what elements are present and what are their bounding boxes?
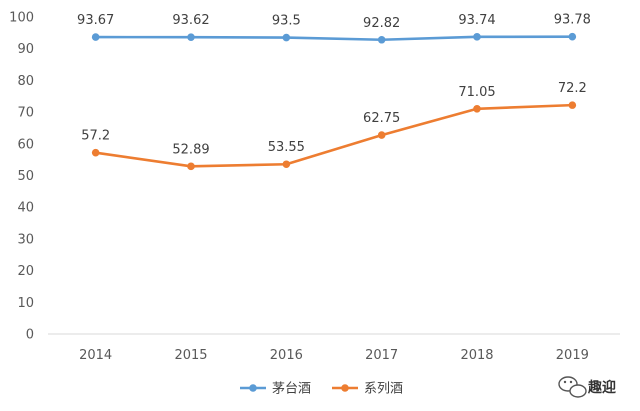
series-2: 57.2 52.89 53.55 62.75 71.05 72.2 bbox=[81, 81, 587, 171]
data-point bbox=[473, 104, 481, 113]
x-axis-ticks: 2014 2015 2016 2017 2018 2019 bbox=[79, 348, 589, 363]
data-point bbox=[91, 33, 100, 41]
x-tick-label: 2017 bbox=[365, 348, 398, 363]
y-tick-label: 50 bbox=[17, 169, 34, 184]
data-label: 93.74 bbox=[458, 13, 495, 28]
data-point bbox=[187, 162, 195, 171]
data-point bbox=[91, 148, 100, 157]
legend-label: 系列酒 bbox=[364, 382, 403, 397]
series-layer: 93.67 93.62 93.5 92.82 93.74 93.78 57.2 52.89 53… bbox=[77, 13, 591, 171]
data-label: 62.75 bbox=[363, 111, 400, 126]
y-tick-label: 0 bbox=[26, 328, 34, 343]
data-point bbox=[568, 32, 577, 41]
legend: 茅台酒 系列酒 bbox=[240, 382, 403, 397]
y-tick-label: 70 bbox=[17, 106, 34, 121]
y-tick-label: 90 bbox=[17, 42, 34, 57]
data-label: 71.05 bbox=[458, 85, 495, 100]
data-label: 93.5 bbox=[272, 14, 301, 29]
y-axis-ticks: 0 10 20 30 40 50 60 70 80 90 100 bbox=[9, 11, 34, 343]
x-tick-label: 2015 bbox=[174, 348, 207, 363]
series-1: 93.67 93.62 93.5 92.82 93.74 93.78 bbox=[77, 13, 591, 44]
x-tick-label: 2018 bbox=[460, 348, 493, 363]
watermark-text: 趣迎 bbox=[587, 379, 616, 396]
y-tick-label: 30 bbox=[17, 232, 34, 247]
data-label: 92.82 bbox=[363, 16, 400, 31]
y-tick-label: 40 bbox=[17, 201, 34, 216]
data-point bbox=[568, 101, 577, 109]
x-tick-label: 2019 bbox=[556, 348, 589, 363]
series-line bbox=[94, 103, 574, 168]
legend-label: 茅台酒 bbox=[272, 382, 311, 397]
data-point bbox=[377, 35, 386, 44]
data-label: 93.67 bbox=[77, 13, 114, 28]
x-tick-label: 2014 bbox=[79, 348, 112, 363]
legend-marker bbox=[249, 384, 257, 392]
legend-item: 系列酒 bbox=[332, 382, 403, 397]
data-point bbox=[187, 33, 195, 42]
data-label: 93.62 bbox=[172, 13, 209, 28]
data-point bbox=[377, 131, 386, 139]
y-tick-label: 80 bbox=[17, 74, 34, 89]
y-tick-label: 20 bbox=[17, 264, 34, 279]
y-tick-label: 100 bbox=[9, 11, 34, 26]
data-point bbox=[282, 160, 291, 169]
data-label: 52.89 bbox=[172, 142, 209, 157]
series-line bbox=[94, 35, 574, 42]
legend-marker bbox=[341, 384, 349, 392]
data-label: 93.78 bbox=[554, 13, 591, 28]
data-label: 53.55 bbox=[268, 140, 305, 155]
data-point bbox=[282, 33, 291, 42]
wechat-icon bbox=[558, 376, 587, 398]
y-tick-label: 10 bbox=[17, 296, 34, 311]
data-label: 72.2 bbox=[558, 81, 587, 96]
data-label: 57.2 bbox=[81, 129, 110, 144]
legend-item: 茅台酒 bbox=[240, 382, 311, 397]
data-point bbox=[473, 33, 481, 41]
watermark: 趣迎 bbox=[558, 376, 616, 398]
y-tick-label: 60 bbox=[17, 137, 34, 152]
x-tick-label: 2016 bbox=[270, 348, 303, 363]
